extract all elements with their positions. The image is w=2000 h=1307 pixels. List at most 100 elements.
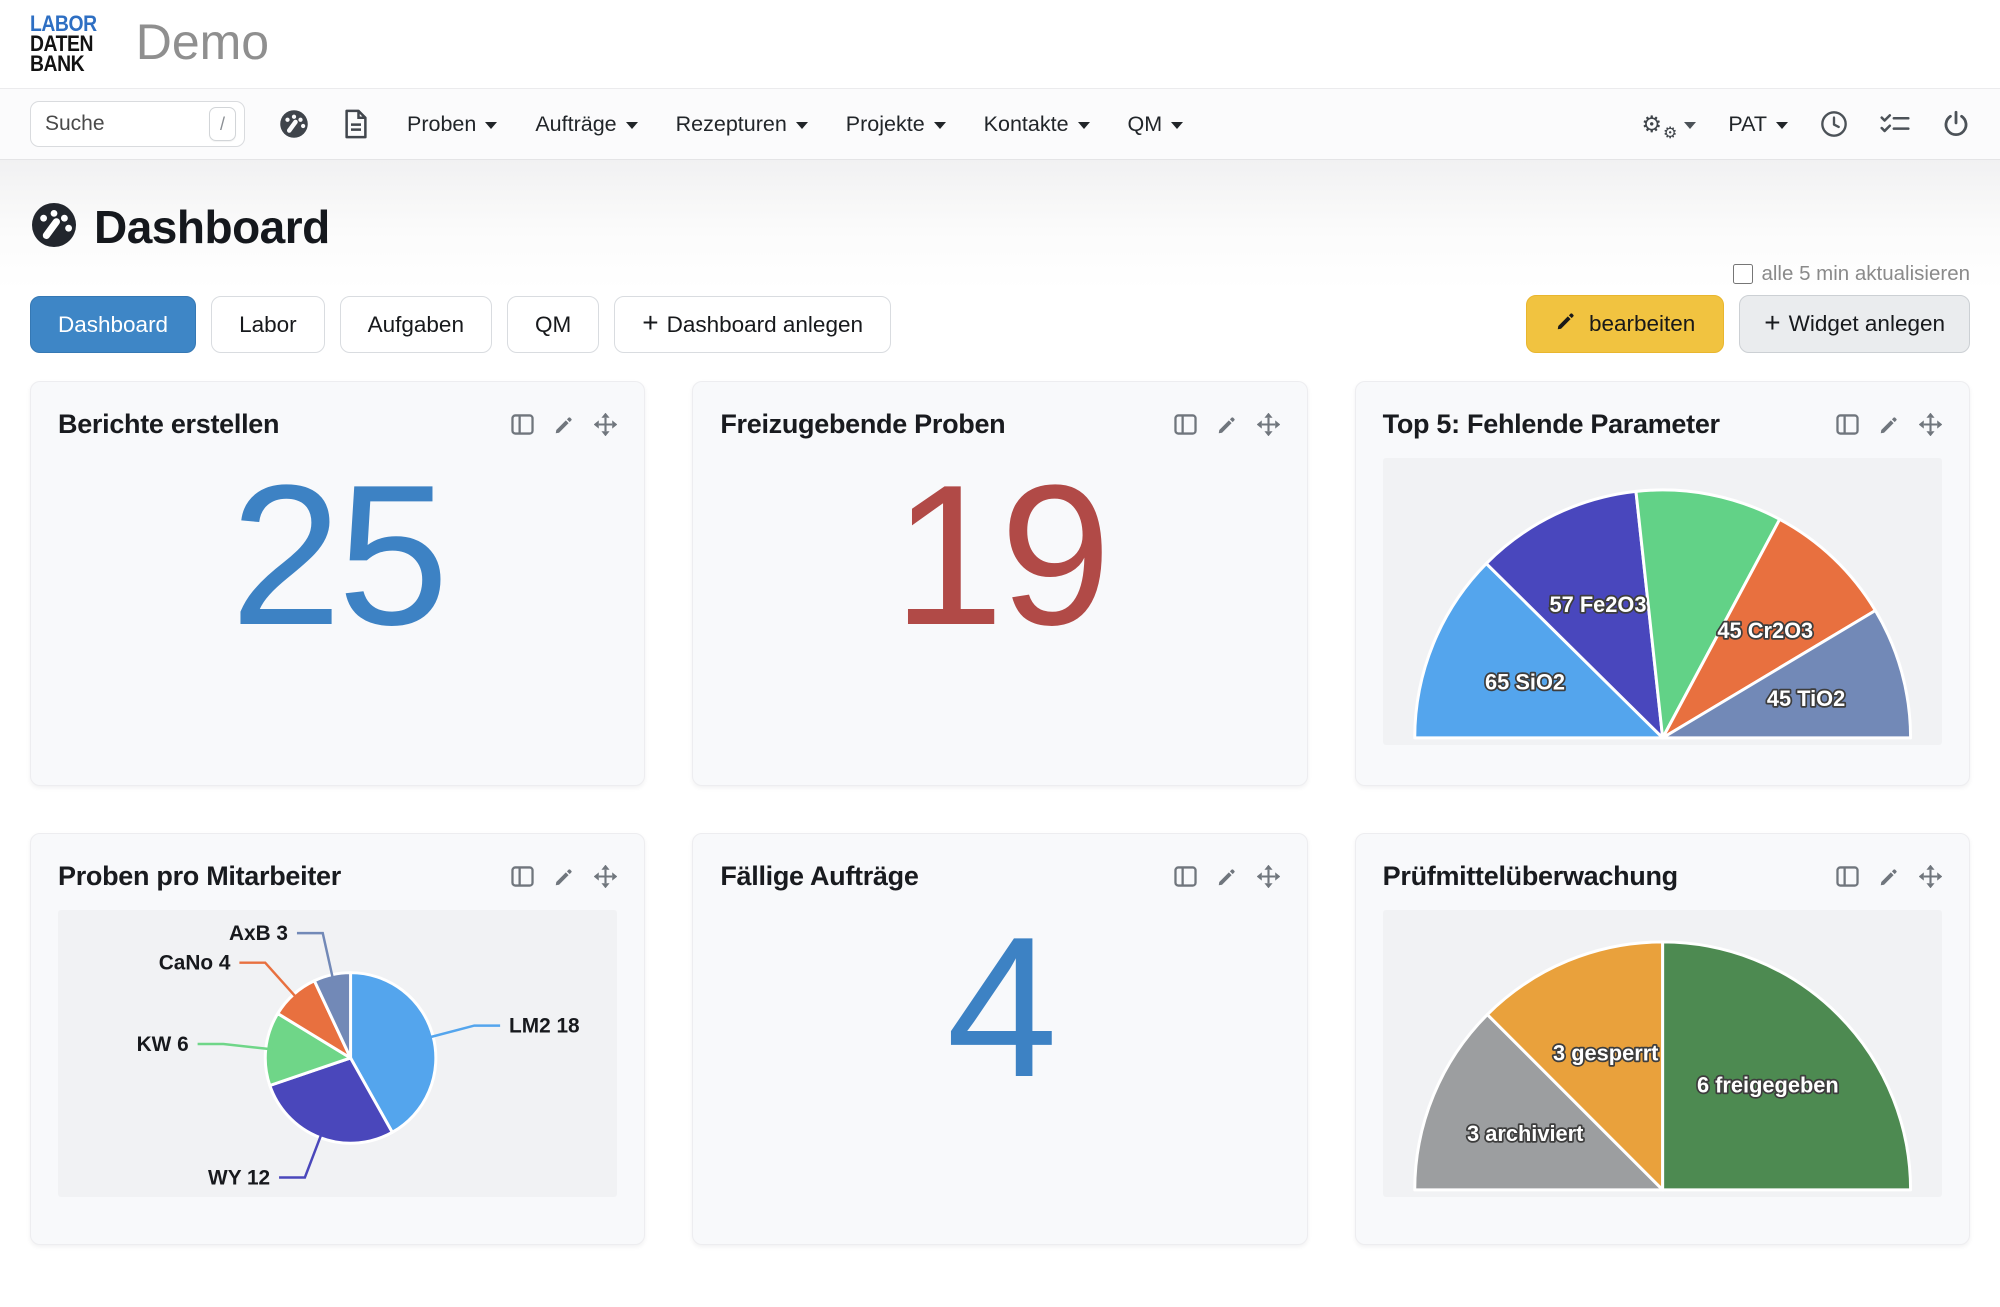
tab-label: QM	[534, 311, 572, 337]
svg-text:KW 6: KW 6	[137, 1033, 189, 1056]
search-shortcut-key: /	[209, 107, 236, 141]
widget-pruefmittelueberwachung: Prüfmittelüberwachung	[1354, 833, 1970, 1245]
widget-title: Top 5: Fehlende Parameter	[1382, 409, 1720, 439]
tab-label: Labor	[239, 311, 297, 337]
user-menu-label: PAT	[1728, 111, 1767, 136]
plus-icon: +	[642, 307, 659, 338]
create-dashboard-label: Dashboard anlegen	[666, 311, 863, 337]
nav-menu-rezepturen[interactable]: Rezepturen	[676, 112, 808, 137]
widget-title: Fällige Aufträge	[720, 861, 919, 891]
edit-pencil-icon[interactable]	[1216, 413, 1238, 436]
nav-menu-label: QM	[1127, 111, 1163, 136]
create-dashboard-button[interactable]: + Dashboard anlegen	[614, 296, 891, 353]
tab-label: Dashboard	[58, 311, 169, 337]
nav-menu-label: Projekte	[845, 111, 925, 136]
columns-icon[interactable]	[1173, 865, 1197, 888]
widget-title: Berichte erstellen	[58, 409, 280, 439]
logo-line: BANK	[30, 51, 85, 76]
tab-dashboard[interactable]: Dashboard	[30, 296, 197, 353]
edit-pencil-icon[interactable]	[553, 413, 575, 436]
svg-text:65 SiO2: 65 SiO2	[1485, 669, 1565, 694]
svg-text:3 gesperrt: 3 gesperrt	[1553, 1040, 1658, 1065]
svg-text:CaNo 4: CaNo 4	[159, 952, 231, 975]
semicircle-chart: 3 archiviert 3 gesperrt 6 freigegeben	[1382, 910, 1942, 1197]
move-icon[interactable]	[1918, 865, 1942, 888]
labordatenbank-logo[interactable]: LABOR DATEN BANK	[30, 11, 106, 76]
svg-text:AxB 3: AxB 3	[229, 922, 288, 945]
move-icon[interactable]	[594, 413, 618, 436]
columns-icon[interactable]	[1836, 865, 1859, 888]
tab-qm[interactable]: QM	[506, 296, 600, 353]
svg-text:WY 12: WY 12	[208, 1166, 270, 1189]
add-widget-button[interactable]: + Widget anlegen	[1739, 295, 1970, 353]
logo-line: LABOR	[30, 11, 97, 36]
chevron-down-icon	[1077, 122, 1090, 129]
move-icon[interactable]	[1256, 865, 1280, 888]
widget-freizugebende-proben: Freizugebende Proben	[692, 381, 1308, 786]
app-title: Demo	[135, 14, 270, 70]
top-header: LABOR DATEN BANK Demo	[0, 0, 2000, 88]
tab-aufgaben[interactable]: Aufgaben	[339, 296, 492, 353]
chevron-down-icon	[795, 122, 808, 129]
edit-pencil-icon[interactable]	[1878, 865, 1900, 888]
chevron-down-icon	[933, 122, 946, 129]
widget-value: 25	[230, 444, 448, 667]
nav-menu-proben[interactable]: Proben	[407, 111, 498, 137]
search-input[interactable]	[45, 112, 209, 136]
logout-power-icon[interactable]	[1942, 110, 1970, 138]
widget-proben-pro-mitarbeiter: Proben pro Mitarbeiter	[30, 833, 646, 1245]
widget-value: 19	[892, 444, 1111, 667]
move-icon[interactable]	[1918, 413, 1942, 436]
tasks-checklist-icon[interactable]	[1880, 111, 1910, 137]
logo-line: DATEN	[30, 31, 94, 56]
nav-menu-auftraege[interactable]: Aufträge	[535, 111, 638, 137]
document-icon[interactable]	[343, 109, 369, 139]
move-icon[interactable]	[1256, 413, 1280, 436]
user-menu[interactable]: PAT	[1728, 112, 1788, 137]
settings-gears-icon[interactable]: ⚙ ⚙	[1641, 112, 1697, 141]
chevron-down-icon	[1171, 122, 1184, 129]
nav-menu-qm[interactable]: QM	[1128, 112, 1184, 137]
widget-berichte-erstellen: Berichte erstellen	[30, 381, 646, 786]
nav-menu-label: Rezepturen	[675, 111, 787, 136]
auto-refresh-label: alle 5 min aktualisieren	[1761, 262, 1970, 285]
nav-menu-label: Proben	[407, 111, 477, 136]
tab-labor[interactable]: Labor	[211, 296, 325, 353]
chevron-down-icon	[485, 122, 498, 129]
move-icon[interactable]	[594, 865, 618, 888]
nav-menu-label: Aufträge	[535, 111, 617, 136]
svg-text:45 Cr2O3: 45 Cr2O3	[1717, 618, 1813, 643]
edit-pencil-icon[interactable]	[1878, 413, 1900, 436]
main-navbar: / Proben Aufträge Rezepturen Projekte	[0, 88, 2000, 160]
pie-chart: LM2 18 WY 12 KW 6 CaNo 4 AxB 3	[58, 910, 618, 1197]
widget-title: Proben pro Mitarbeiter	[58, 861, 341, 891]
nav-menu-kontakte[interactable]: Kontakte	[984, 112, 1090, 137]
dashboard-page: Dashboard Dashboard Labor Aufgaben QM + …	[0, 160, 2000, 1307]
widget-grid: Berichte erstellen	[0, 381, 2000, 1245]
columns-icon[interactable]	[1836, 413, 1859, 436]
widget-value: 4	[946, 896, 1057, 1119]
pencil-icon	[1555, 310, 1577, 338]
svg-text:6 freigegeben: 6 freigegeben	[1697, 1073, 1839, 1098]
edit-pencil-icon[interactable]	[553, 865, 575, 888]
widget-title: Freizugebende Proben	[720, 409, 1006, 439]
history-clock-icon[interactable]	[1820, 110, 1848, 138]
tab-label: Aufgaben	[367, 311, 464, 337]
dashboard-gauge-icon[interactable]	[279, 109, 309, 139]
auto-refresh-checkbox[interactable]	[1733, 264, 1754, 284]
add-widget-label: Widget anlegen	[1788, 311, 1945, 336]
search-box[interactable]: /	[30, 101, 245, 147]
nav-menu-projekte[interactable]: Projekte	[846, 112, 946, 137]
dashboard-gauge-icon	[30, 201, 78, 254]
widget-title: Prüfmittelüberwachung	[1382, 861, 1679, 891]
columns-icon[interactable]	[511, 865, 534, 888]
columns-icon[interactable]	[511, 413, 534, 436]
edit-button[interactable]: bearbeiten	[1525, 295, 1725, 353]
dashboard-tabs: Dashboard Labor Aufgaben QM + Dashboard …	[30, 296, 891, 353]
columns-icon[interactable]	[1173, 413, 1197, 436]
page-title: Dashboard	[94, 201, 330, 253]
semicircle-chart: 65 SiO2 57 Fe2O3 45 Cr2O3 45 TiO2	[1382, 458, 1942, 745]
svg-text:LM2 18: LM2 18	[509, 1015, 580, 1038]
edit-pencil-icon[interactable]	[1216, 865, 1238, 888]
nav-menu-label: Kontakte	[983, 111, 1069, 136]
